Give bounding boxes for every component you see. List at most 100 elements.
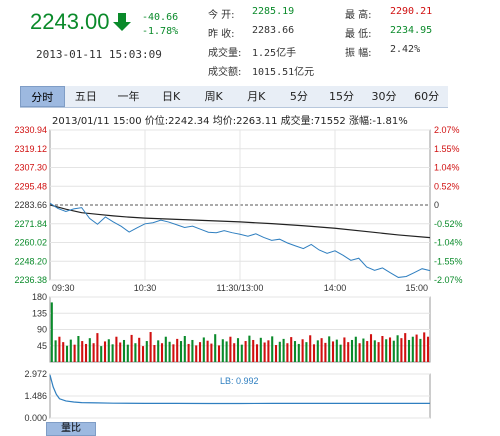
volume-bar	[210, 343, 213, 362]
volume-bar	[107, 339, 110, 362]
price-line	[49, 202, 431, 278]
tab-60min[interactable]: 60分	[414, 90, 440, 103]
volume-bar	[362, 338, 365, 362]
percent-tick-label: 2.07%	[434, 125, 460, 135]
volume-bar	[73, 344, 76, 362]
down-arrow-icon	[113, 13, 131, 31]
avg-price-line	[49, 204, 431, 239]
volume-bar	[324, 342, 327, 362]
volume-bar	[160, 343, 164, 362]
ratio-panel: 2.972 1.486 0.000 LB: 0.992	[24, 369, 431, 422]
intraday-chart[interactable]: 2330.94 2.07% 2319.12 1.55% 2307.30 1.04% 2295…	[0, 122, 500, 422]
tab-30min[interactable]: 30分	[371, 90, 397, 103]
volume-bar	[187, 343, 190, 362]
volume-bar	[119, 342, 122, 362]
amplitude-value: 2.42%	[390, 44, 421, 55]
volume-bar	[305, 342, 308, 362]
change-percent: -1.78%	[142, 26, 179, 37]
volume-bar	[65, 345, 69, 362]
volume-bar	[157, 340, 160, 362]
current-price: 2243.00	[30, 9, 110, 34]
percent-tick-label: 0.52%	[434, 181, 460, 191]
percent-tick-label: -1.04%	[434, 238, 463, 248]
volume-bar	[153, 345, 156, 362]
volume-bar	[278, 341, 281, 362]
volume-bar	[214, 334, 217, 362]
high-value: 2290.21	[390, 6, 433, 17]
time-label: 15:00	[405, 283, 428, 293]
tab-weekly-k[interactable]: 周K	[204, 90, 223, 103]
volume-bar	[77, 336, 80, 362]
volume-tick-label: 90	[37, 325, 47, 335]
volume-bar	[271, 336, 274, 362]
volume-label: 成交量:	[208, 48, 242, 59]
volume-bar	[396, 335, 399, 362]
percent-tick-label: 1.55%	[434, 144, 460, 154]
ratio-tick-label: 0.000	[24, 413, 47, 422]
volume-bar	[320, 338, 323, 362]
volume-bar	[286, 343, 289, 362]
volume-bar	[404, 333, 407, 362]
ratio-tick-label: 2.972	[24, 369, 47, 379]
price-tick-label: 2248.20	[14, 256, 47, 266]
volume-bar	[176, 338, 179, 362]
volume-bar	[350, 339, 354, 362]
volume-bar	[84, 343, 88, 362]
prev-close-label: 昨 收:	[208, 29, 235, 40]
amount-label: 成交额:	[208, 67, 242, 78]
open-value: 2285.19	[252, 6, 295, 17]
price-tick-label: 2319.12	[14, 144, 47, 154]
volume-bar	[141, 346, 145, 362]
tab-5min[interactable]: 5分	[289, 90, 308, 103]
volume-bar	[54, 340, 57, 362]
time-label: 09:30	[52, 283, 75, 293]
volume-bar	[179, 341, 183, 362]
volume-bar	[343, 337, 346, 362]
volume-tick-label: 135	[32, 308, 47, 318]
price-panel: 2330.94 2.07% 2319.12 1.55% 2307.30 1.04% 2295…	[14, 125, 462, 293]
volume-bar	[407, 339, 411, 362]
volume-bar	[244, 341, 247, 362]
volume-bar	[328, 336, 331, 362]
percent-tick-label: -2.07%	[434, 275, 463, 285]
volume-bar	[263, 342, 266, 362]
volume-bar	[191, 339, 194, 362]
volume-bar	[248, 335, 251, 362]
volume-value: 1.25亿手	[252, 48, 297, 59]
quote-datetime: 2013-01-11 15:03:09	[36, 48, 162, 61]
volume-tick-label: 180	[32, 292, 47, 302]
amount-value: 1015.51亿元	[252, 67, 315, 78]
price-tick-label: 2295.48	[14, 181, 47, 191]
volume-bar	[145, 341, 148, 362]
ratio-tick-label: 1.486	[24, 391, 47, 401]
tab-intraday[interactable]: 分时	[20, 86, 65, 107]
volume-bar	[62, 342, 65, 362]
amplitude-label: 振 幅:	[345, 48, 372, 59]
percent-tick-label: 1.04%	[434, 163, 460, 173]
tab-daily-k[interactable]: 日K	[161, 90, 181, 103]
tab-volume-ratio[interactable]: 量比	[46, 422, 96, 436]
tab-15min[interactable]: 15分	[328, 90, 354, 103]
volume-bar	[134, 343, 137, 362]
open-label: 今 开:	[208, 10, 235, 21]
percent-tick-label: 0	[434, 200, 439, 210]
change-amount: -40.66	[142, 12, 179, 23]
volume-bar	[96, 333, 99, 362]
volume-bar	[335, 339, 338, 362]
volume-bar	[195, 345, 198, 362]
price-tick-label: 2271.84	[14, 219, 47, 229]
ratio-value-label: LB: 0.992	[220, 376, 259, 386]
volume-bar	[111, 344, 114, 362]
volume-bar	[172, 344, 175, 362]
volume-bar	[369, 334, 373, 362]
percent-tick-label: -1.55%	[434, 256, 463, 266]
volume-bar	[426, 336, 430, 362]
volume-bar	[103, 341, 107, 362]
volume-bar	[290, 337, 293, 362]
volume-bar	[366, 341, 369, 362]
volume-bar	[267, 340, 270, 362]
tab-five-day[interactable]: 五日	[74, 90, 97, 103]
tab-monthly-k[interactable]: 月K	[247, 90, 266, 103]
prev-close-value: 2283.66	[252, 25, 295, 36]
tab-one-year[interactable]: 一年	[117, 90, 140, 103]
